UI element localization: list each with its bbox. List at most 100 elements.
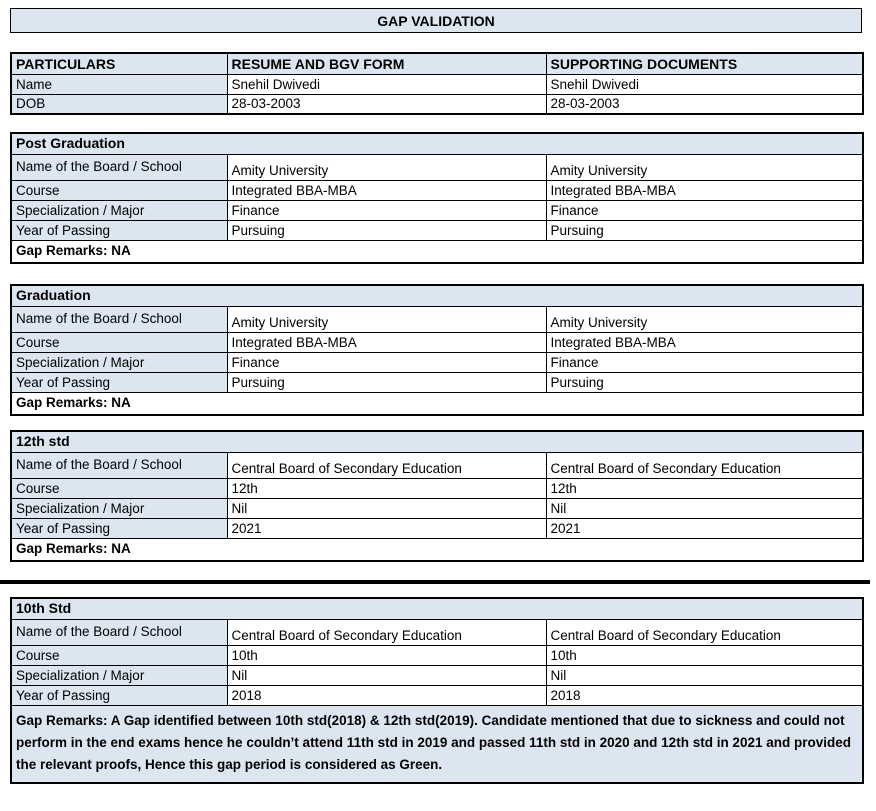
table-row-specialization: Specialization / Major Finance Finance — [10, 351, 864, 373]
gap-remarks: Gap Remarks: NA — [10, 391, 864, 416]
supporting-value: 10th — [545, 644, 864, 666]
supporting-value: 12th — [545, 477, 864, 499]
page-title: GAP VALIDATION — [10, 8, 862, 33]
column-header-resume: RESUME AND BGV FORM — [226, 52, 547, 75]
section-title-row: Graduation — [10, 284, 864, 307]
supporting-value: 2018 — [545, 684, 864, 706]
supporting-value: Pursuing — [545, 219, 864, 241]
resume-value: Integrated BBA-MBA — [226, 179, 547, 201]
table-row-board: Name of the Board / School Central Board… — [10, 451, 864, 479]
table-row-course: Course Integrated BBA-MBA Integrated BBA… — [10, 331, 864, 353]
section-title-row: 12th std — [10, 430, 864, 453]
resume-value: Snehil Dwivedi — [226, 73, 547, 95]
row-label: Name of the Board / School — [10, 153, 228, 181]
row-label: Course — [10, 644, 228, 666]
row-label: Name of the Board / School — [10, 451, 228, 479]
column-header-particulars: PARTICULARS — [10, 52, 228, 75]
row-label: Course — [10, 331, 228, 353]
supporting-value: Snehil Dwivedi — [545, 73, 864, 95]
section-title: Post Graduation — [10, 132, 864, 155]
row-label: Year of Passing — [10, 219, 228, 241]
table-row-specialization: Specialization / Major Nil Nil — [10, 664, 864, 686]
section-title: Graduation — [10, 284, 864, 307]
supporting-value: Finance — [545, 351, 864, 373]
supporting-value: Nil — [545, 497, 864, 519]
resume-value: 10th — [226, 644, 547, 666]
resume-value: 2021 — [226, 517, 547, 539]
row-label: Year of Passing — [10, 517, 228, 539]
table-row-board: Name of the Board / School Central Board… — [10, 618, 864, 646]
gap-remarks-row: Gap Remarks: NA — [10, 239, 864, 264]
resume-value: Nil — [226, 664, 547, 686]
row-label: Course — [10, 477, 228, 499]
resume-value: Amity University — [226, 305, 547, 333]
gap-remarks: Gap Remarks: NA — [10, 239, 864, 264]
supporting-value: Nil — [545, 664, 864, 686]
table-row-name: Name Snehil Dwivedi Snehil Dwivedi — [10, 73, 864, 95]
resume-value: Integrated BBA-MBA — [226, 331, 547, 353]
particulars-table: PARTICULARS RESUME AND BGV FORM SUPPORTI… — [10, 52, 864, 115]
section-title: 12th std — [10, 430, 864, 453]
table-row-year: Year of Passing Pursuing Pursuing — [10, 219, 864, 241]
table-row-year: Year of Passing 2018 2018 — [10, 684, 864, 706]
table-row-year: Year of Passing Pursuing Pursuing — [10, 371, 864, 393]
section-10th-std: 10th Std Name of the Board / School Cent… — [10, 597, 865, 784]
section-post-graduation: Post Graduation Name of the Board / Scho… — [10, 132, 865, 264]
gap-validation-document: GAP VALIDATION PARTICULARS RESUME AND BG… — [0, 8, 870, 784]
section-title-row: Post Graduation — [10, 132, 864, 155]
section-divider — [0, 580, 870, 584]
resume-value: 2018 — [226, 684, 547, 706]
gap-remarks: Gap Remarks: NA — [10, 537, 864, 562]
table-row-specialization: Specialization / Major Nil Nil — [10, 497, 864, 519]
section-title-row: 10th Std — [10, 597, 864, 620]
supporting-value: Integrated BBA-MBA — [545, 331, 864, 353]
row-label: Name — [10, 73, 228, 95]
section-title: 10th Std — [10, 597, 864, 620]
supporting-value: 2021 — [545, 517, 864, 539]
resume-value: 12th — [226, 477, 547, 499]
column-header-supporting: SUPPORTING DOCUMENTS — [545, 52, 864, 75]
row-label: Specialization / Major — [10, 351, 228, 373]
table-row-course: Course 12th 12th — [10, 477, 864, 499]
table-row-board: Name of the Board / School Amity Univers… — [10, 305, 864, 333]
supporting-value: Finance — [545, 199, 864, 221]
supporting-value: Amity University — [545, 153, 864, 181]
resume-value: Central Board of Secondary Education — [226, 618, 547, 646]
table-row-specialization: Specialization / Major Finance Finance — [10, 199, 864, 221]
row-label: Year of Passing — [10, 684, 228, 706]
resume-value: Nil — [226, 497, 547, 519]
gap-remarks-row: Gap Remarks: A Gap identified between 10… — [10, 704, 864, 783]
row-label: Specialization / Major — [10, 497, 228, 519]
row-label: Specialization / Major — [10, 664, 228, 686]
supporting-value: Pursuing — [545, 371, 864, 393]
resume-value: Pursuing — [226, 219, 547, 241]
supporting-value: Integrated BBA-MBA — [545, 179, 864, 201]
row-label: Name of the Board / School — [10, 305, 228, 333]
table-row-course: Course 10th 10th — [10, 644, 864, 666]
resume-value: Central Board of Secondary Education — [226, 451, 547, 479]
resume-value: Amity University — [226, 153, 547, 181]
row-label: Year of Passing — [10, 371, 228, 393]
supporting-value: Central Board of Secondary Education — [545, 451, 864, 479]
supporting-value: Amity University — [545, 305, 864, 333]
row-label: Course — [10, 179, 228, 201]
resume-value: 28-03-2003 — [226, 93, 547, 115]
resume-value: Finance — [226, 199, 547, 221]
table-row-year: Year of Passing 2021 2021 — [10, 517, 864, 539]
table-row-dob: DOB 28-03-2003 28-03-2003 — [10, 93, 864, 115]
resume-value: Finance — [226, 351, 547, 373]
gap-remarks: Gap Remarks: A Gap identified between 10… — [10, 704, 864, 783]
row-label: Name of the Board / School — [10, 618, 228, 646]
table-header-row: PARTICULARS RESUME AND BGV FORM SUPPORTI… — [10, 52, 864, 75]
table-row-board: Name of the Board / School Amity Univers… — [10, 153, 864, 181]
supporting-value: Central Board of Secondary Education — [545, 618, 864, 646]
section-12th-std: 12th std Name of the Board / School Cent… — [10, 430, 865, 562]
row-label: Specialization / Major — [10, 199, 228, 221]
gap-remarks-row: Gap Remarks: NA — [10, 391, 864, 416]
gap-remarks-row: Gap Remarks: NA — [10, 537, 864, 562]
row-label: DOB — [10, 93, 228, 115]
resume-value: Pursuing — [226, 371, 547, 393]
supporting-value: 28-03-2003 — [545, 93, 864, 115]
table-row-course: Course Integrated BBA-MBA Integrated BBA… — [10, 179, 864, 201]
section-graduation: Graduation Name of the Board / School Am… — [10, 284, 864, 416]
